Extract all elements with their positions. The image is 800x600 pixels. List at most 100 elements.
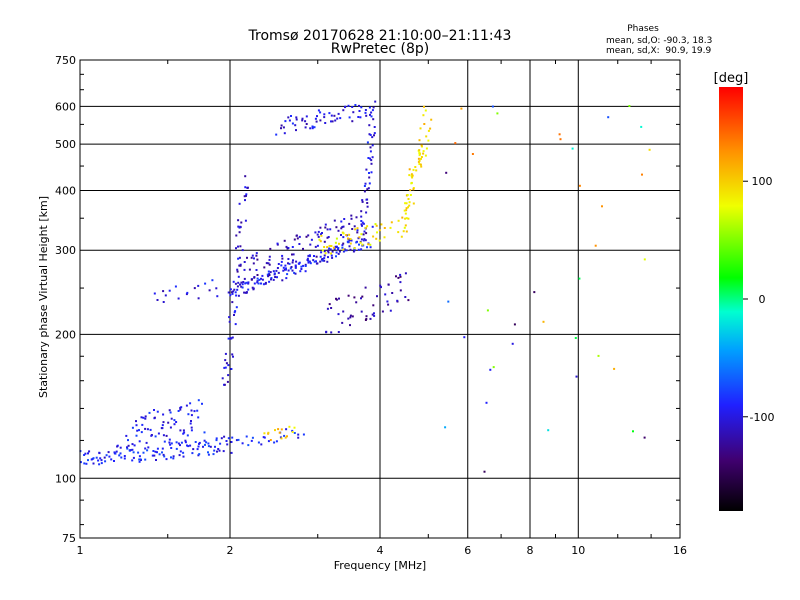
echo-point	[306, 257, 309, 260]
echo-point	[197, 399, 200, 402]
echo-point	[354, 104, 357, 106]
echo-point	[418, 159, 421, 162]
echo-point	[284, 120, 287, 123]
echo-point	[360, 248, 363, 251]
echo-point	[315, 255, 318, 258]
echo-point	[296, 237, 299, 240]
echo-point	[410, 173, 413, 176]
echo-point	[312, 259, 315, 262]
echo-point	[241, 249, 244, 252]
echo-point	[223, 366, 226, 369]
echo-point	[412, 187, 415, 189]
echo-point	[295, 118, 298, 121]
echo-point	[332, 246, 335, 249]
echo-point	[185, 293, 188, 296]
echo-point	[203, 431, 206, 434]
echo-point	[83, 454, 86, 456]
echo-point	[628, 105, 631, 107]
echo-point	[574, 337, 577, 339]
echo-point	[342, 232, 345, 235]
echo-point	[110, 458, 113, 461]
echo-point	[383, 227, 386, 229]
echo-point	[362, 233, 365, 236]
echo-point	[244, 219, 247, 222]
echo-point	[84, 452, 87, 455]
echo-point	[323, 257, 326, 260]
echo-point	[307, 254, 310, 257]
echo-point	[381, 310, 384, 313]
echo-point	[316, 115, 318, 118]
echo-point	[175, 447, 178, 450]
echo-point	[412, 188, 415, 191]
echo-point	[268, 280, 271, 283]
echo-point	[558, 133, 561, 136]
echo-point	[234, 323, 237, 326]
echo-point	[255, 254, 258, 257]
echo-point	[341, 321, 344, 324]
echo-point	[256, 280, 259, 283]
echo-point	[304, 270, 307, 273]
echo-point	[196, 448, 199, 451]
echo-point	[227, 374, 230, 377]
echo-point	[214, 445, 216, 448]
echo-point	[378, 239, 381, 242]
echo-point	[118, 454, 121, 457]
echo-point	[317, 109, 320, 112]
echo-point	[333, 219, 336, 222]
echo-point	[511, 342, 514, 345]
echo-point	[258, 278, 261, 281]
echo-point	[198, 453, 201, 456]
echo-point	[420, 157, 422, 160]
echo-point	[119, 452, 122, 455]
y-tick-label: 100	[55, 472, 76, 485]
echo-point	[190, 426, 193, 429]
echo-point	[268, 272, 271, 275]
echo-point	[368, 106, 371, 109]
echo-point	[201, 402, 203, 405]
echo-point	[239, 283, 241, 286]
echo-point	[212, 453, 215, 456]
echo-point	[337, 313, 340, 316]
echo-point	[285, 267, 287, 270]
echo-point	[95, 456, 98, 459]
echo-point	[345, 249, 348, 252]
echo-point	[190, 414, 193, 417]
echo-point	[247, 288, 250, 291]
echo-point	[334, 245, 337, 248]
echo-point	[364, 109, 367, 111]
echo-point	[267, 270, 270, 273]
echo-point	[371, 144, 374, 147]
echo-point	[241, 283, 244, 286]
echo-point	[369, 134, 372, 136]
echo-point	[305, 115, 308, 118]
echo-point	[328, 303, 331, 306]
echo-point	[369, 150, 372, 153]
echo-point	[250, 256, 253, 259]
echo-point	[371, 136, 374, 139]
echo-point	[643, 258, 646, 261]
echo-point	[447, 300, 450, 303]
echo-point	[305, 123, 308, 125]
echo-point	[186, 291, 189, 294]
echo-point	[424, 154, 427, 157]
echo-point	[337, 112, 340, 115]
echo-point	[145, 441, 148, 444]
echo-point	[358, 236, 361, 239]
echo-point	[328, 244, 331, 247]
echo-point	[87, 452, 89, 455]
echo-point	[415, 169, 418, 172]
echo-point	[135, 424, 138, 427]
echo-point	[315, 120, 318, 123]
echo-point	[292, 253, 295, 256]
echo-point	[301, 119, 304, 122]
echo-point	[119, 446, 122, 449]
echo-point	[247, 444, 250, 447]
echo-point	[327, 236, 330, 238]
echo-point	[179, 406, 182, 409]
echo-point	[347, 317, 350, 320]
echo-point	[335, 226, 338, 229]
echo-point	[355, 216, 358, 219]
echo-point	[358, 243, 360, 246]
echo-point	[316, 262, 319, 265]
echo-point	[327, 251, 330, 254]
